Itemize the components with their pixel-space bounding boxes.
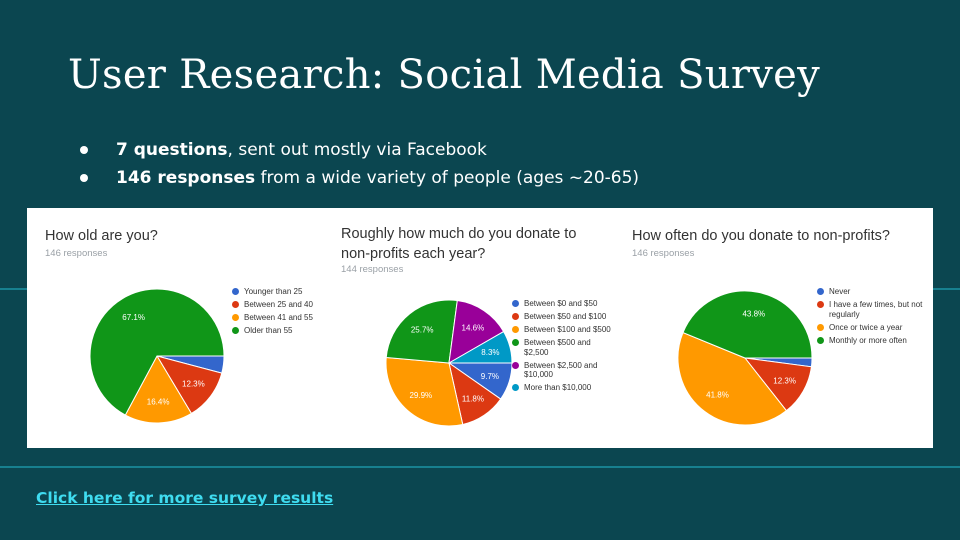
chart-question: How old are you? (45, 228, 158, 244)
bullet-text: , sent out mostly via Facebook (227, 140, 487, 160)
pie-slice-label: 11.8% (462, 395, 484, 404)
more-results-link[interactable]: Click here for more survey results (36, 489, 334, 507)
legend-item: Between 25 and 40 (232, 300, 322, 310)
legend-item: Older than 55 (232, 326, 322, 336)
legend-label: Between 41 and 55 (244, 313, 313, 322)
legend-item: Between 41 and 55 (232, 313, 322, 323)
pie-slice-label: 29.9% (409, 391, 432, 400)
pie-slice (682, 290, 813, 359)
legend-item: Never (817, 287, 927, 297)
chart-question: How often do you donate to non-profits? (632, 228, 890, 244)
pie-chart-age: How old are you? 146 responses 12.3% 16.4… (27, 208, 325, 448)
legend-item: Monthly or more often (817, 336, 927, 346)
legend-item: Between $500 and $2,500 (512, 338, 612, 357)
legend-swatch-icon (817, 301, 824, 308)
legend-item: Between $0 and $50 (512, 299, 612, 309)
bullet-item: 7 questions, sent out mostly via Faceboo… (80, 136, 639, 164)
pie-slice-label: 12.3% (773, 377, 796, 386)
bullet-bold: 146 responses (116, 168, 256, 188)
legend-label: Younger than 25 (244, 287, 303, 296)
pie-slice-label: 67.1% (122, 313, 145, 322)
chart-question: Roughly how much do you donate to non-pr… (341, 226, 577, 262)
pie-slice (447, 330, 513, 364)
legend-swatch-icon (232, 288, 239, 295)
pie-svg: 9.7% 11.8% 29.9% 25.7% 14.6% 8.3% (385, 299, 513, 427)
pie-svg: 12.3% 41.8% 43.8% (677, 290, 813, 426)
legend-label: Between $50 and $100 (524, 312, 607, 321)
pie-slice-label: 16.4% (147, 398, 170, 407)
legend-swatch-icon (512, 300, 519, 307)
legend-swatch-icon (512, 361, 519, 369)
pie-slice-label: 25.7% (411, 326, 434, 335)
bullet-dot-icon (80, 174, 88, 182)
bullet-dot-icon (80, 146, 88, 154)
pie-slice-label: 9.7% (481, 372, 499, 381)
legend-label: Between $0 and $50 (524, 299, 598, 308)
pie-slice (677, 331, 788, 426)
chart-legend: Younger than 25 Between 25 and 40 Between … (232, 287, 322, 339)
pie-slice-label: 14.6% (462, 323, 485, 332)
legend-label: Older than 55 (244, 326, 293, 335)
chart-response-count: 144 responses (341, 264, 404, 275)
pie-slice (385, 356, 464, 427)
legend-item: Between $100 and $500 (512, 325, 612, 335)
legend-item: Between $50 and $100 (512, 312, 612, 322)
chart-legend: Never I have a few times, but not regular… (817, 287, 927, 349)
accent-line-bottom (0, 466, 960, 468)
legend-item: I have a few times, but not regularly (817, 300, 927, 319)
pie-slice-label: 41.8% (706, 390, 729, 399)
survey-charts-panel: How old are you? 146 responses 12.3% 16.4… (27, 208, 933, 448)
bullet-list: 7 questions, sent out mostly via Faceboo… (80, 136, 639, 192)
pie-chart-donation-frequency: How often do you donate to non-profits? … (623, 208, 933, 448)
legend-label: Monthly or more often (829, 335, 907, 345)
pie-slice (124, 354, 193, 424)
chart-legend: Between $0 and $50 Between $50 and $100 Be… (512, 299, 612, 396)
slide-title: User Research: Social Media Survey (68, 52, 821, 98)
legend-swatch-icon (817, 336, 824, 344)
legend-swatch-icon (817, 323, 824, 331)
legend-label: Between 25 and 40 (244, 300, 313, 309)
bullet-text: from a wide variety of people (ages ~20-… (255, 168, 640, 188)
legend-swatch-icon (512, 384, 519, 391)
legend-label: Between $2,500 and $10,000 (524, 360, 598, 380)
legend-item: Once or twice a year (817, 323, 927, 333)
legend-label: More than $10,000 (524, 383, 592, 392)
legend-swatch-icon (512, 313, 519, 320)
legend-label: Between $100 and $500 (524, 325, 611, 334)
legend-swatch-icon (232, 301, 239, 308)
chart-response-count: 146 responses (632, 248, 695, 259)
chart-response-count: 146 responses (45, 248, 108, 259)
pie-slice (89, 288, 225, 416)
legend-item: Younger than 25 (232, 287, 322, 297)
legend-swatch-icon (817, 288, 824, 295)
pie-slice (385, 299, 458, 364)
legend-swatch-icon (512, 339, 519, 346)
legend-swatch-icon (232, 314, 239, 321)
pie-slice-label: 8.3% (481, 348, 499, 357)
legend-label: Once or twice a year (829, 322, 903, 332)
bullet-item: 146 responses from a wide variety of peo… (80, 164, 639, 192)
bullet-bold: 7 questions (116, 140, 228, 160)
pie-svg: 12.3% 16.4% 67.1% (89, 288, 225, 424)
legend-label: Never (829, 287, 851, 296)
legend-label: Between $500 and $2,500 (524, 338, 591, 357)
legend-swatch-icon (232, 327, 239, 334)
pie-slice (448, 299, 505, 364)
pie-slice-label: 12.3% (182, 379, 205, 388)
legend-item: More than $10,000 (512, 383, 612, 393)
pie-slice-label: 43.8% (742, 309, 765, 318)
pie-chart-donation-amount: Roughly how much do you donate to non-pr… (324, 208, 622, 448)
legend-item: Between $2,500 and $10,000 (512, 361, 612, 380)
legend-swatch-icon (512, 326, 519, 333)
legend-label: I have a few times, but not regularly (829, 300, 923, 319)
